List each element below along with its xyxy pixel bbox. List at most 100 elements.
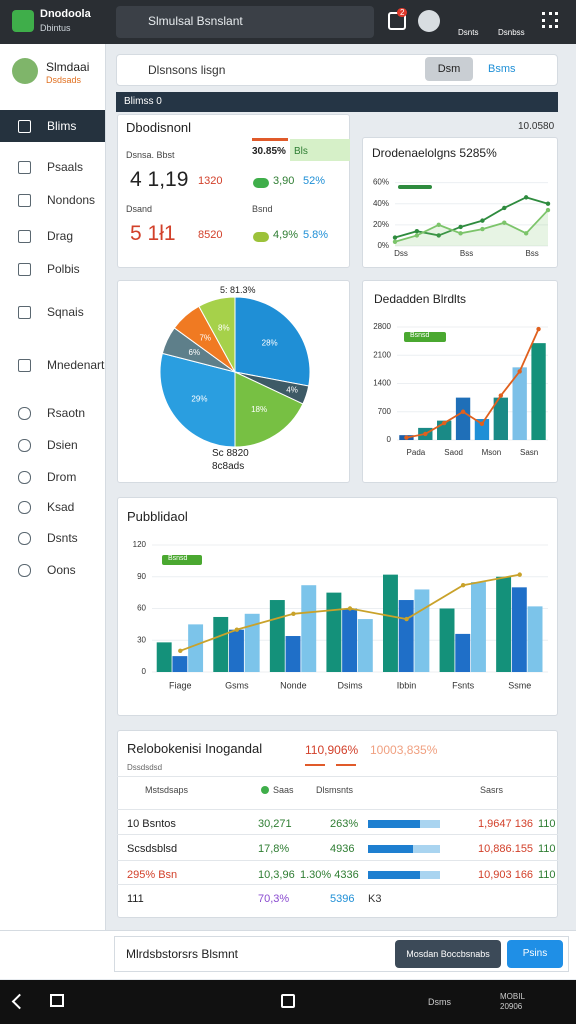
progress-bar bbox=[368, 845, 413, 853]
column-header[interactable]: Sasrs bbox=[480, 785, 504, 795]
nav-icon bbox=[18, 230, 31, 243]
nav-item[interactable]: Psaals bbox=[47, 160, 84, 174]
nav-icon bbox=[18, 306, 31, 319]
row-v1: 17,8% bbox=[258, 843, 290, 855]
progress-bar bbox=[368, 871, 420, 879]
row-v4: 110 bbox=[538, 869, 556, 881]
kpi-sub: Bsnd bbox=[252, 204, 273, 214]
row-name: 10 Bsntos bbox=[127, 818, 176, 830]
search-link[interactable]: Bsms bbox=[488, 63, 516, 75]
nav-item[interactable]: Mnedenart bbox=[47, 358, 105, 372]
legend-text: Bsnsd bbox=[168, 555, 188, 562]
kpi-value: 4 1,19 bbox=[130, 168, 189, 191]
nav-item[interactable]: Rsaotn bbox=[47, 406, 86, 420]
nav-item[interactable]: Oons bbox=[47, 563, 76, 577]
row-line bbox=[117, 776, 558, 777]
nav-icon bbox=[18, 501, 31, 514]
app-sub: Dbintus bbox=[40, 23, 71, 33]
kpi-pct: 52% bbox=[303, 175, 326, 187]
row-v1: 30,271 bbox=[258, 818, 292, 830]
card bbox=[117, 497, 558, 716]
nav-home[interactable] bbox=[50, 994, 64, 1007]
pie-footer: Sc 8820 bbox=[212, 448, 249, 459]
kpi-value: 5 1ł1 bbox=[130, 222, 176, 245]
pie-footer: 8c8ads bbox=[212, 461, 245, 472]
stat-underline bbox=[305, 764, 325, 766]
pin-icon bbox=[261, 786, 269, 794]
row-line bbox=[117, 860, 558, 861]
nav-item[interactable]: Sqnais bbox=[47, 305, 84, 319]
search-text: Slmulsal Bsnslant bbox=[148, 14, 243, 28]
table-title: Relobokenisi Inogandal bbox=[127, 741, 263, 756]
row-name: Scsdsblsd bbox=[127, 843, 178, 855]
section-date: 10.0580 bbox=[518, 121, 555, 132]
nav-bar bbox=[0, 980, 576, 1024]
nav-icon bbox=[18, 564, 31, 577]
search-bar[interactable] bbox=[116, 54, 558, 86]
nav-item[interactable]: Nondons bbox=[47, 193, 96, 207]
row-v2: 263% bbox=[330, 818, 359, 830]
profile-avatar bbox=[12, 58, 38, 84]
nav-icon bbox=[18, 120, 31, 133]
kpi-pill bbox=[253, 178, 269, 188]
nav-icon bbox=[18, 407, 31, 420]
table-stat: 110,906% bbox=[305, 743, 359, 757]
badge: 2 bbox=[397, 8, 408, 17]
column-header[interactable]: Dlsmsnts bbox=[316, 785, 354, 795]
nav-item[interactable]: Dsien bbox=[47, 438, 78, 452]
nav-icon bbox=[18, 471, 31, 484]
active-item bbox=[0, 110, 105, 142]
tag-box bbox=[290, 139, 350, 161]
kpi-label: Dsnsa. Bbst bbox=[126, 150, 175, 160]
tag: 30.85% bbox=[252, 146, 286, 157]
bar-title: Dedadden Blrdlts bbox=[374, 292, 467, 306]
tag-line bbox=[252, 138, 288, 141]
footer-button[interactable]: Psins bbox=[507, 940, 563, 968]
top-link[interactable]: Dsnts bbox=[458, 28, 479, 37]
nav-item[interactable]: Dsnts bbox=[47, 531, 78, 545]
nav-item[interactable]: Blims bbox=[47, 119, 77, 133]
table-stat: 10003,835% bbox=[370, 743, 438, 757]
kpi-pill-text: 3,90 bbox=[273, 175, 295, 187]
search-box[interactable] bbox=[116, 6, 374, 38]
nav-item[interactable]: Drag bbox=[47, 229, 74, 243]
row-name: 111 bbox=[127, 893, 144, 905]
nav-item[interactable]: Ksad bbox=[47, 500, 75, 514]
card bbox=[362, 280, 558, 483]
table-sub: Dssdsdsd bbox=[127, 763, 163, 772]
logo bbox=[12, 10, 34, 32]
row-v1: 10,3,96 bbox=[258, 869, 295, 881]
row-v3: 10,886.155 bbox=[478, 843, 534, 855]
search-button[interactable]: Dsm bbox=[425, 57, 473, 81]
row-v2: 1.30% 4336 bbox=[300, 869, 359, 881]
kpi-delta: 1320 bbox=[198, 175, 223, 187]
section-header bbox=[116, 92, 558, 112]
legend-text: Bsnsd bbox=[410, 332, 430, 339]
nav-recent[interactable] bbox=[281, 994, 295, 1008]
nav-icon bbox=[18, 161, 31, 174]
progress-bar bbox=[368, 820, 420, 828]
footer-button[interactable]: Mosdan Boccbsnabs bbox=[395, 940, 501, 968]
kpi-label: Dsand bbox=[126, 204, 153, 214]
menu-icon[interactable] bbox=[542, 12, 558, 28]
profile-role: Dsdsads bbox=[46, 75, 82, 85]
kpi-pill bbox=[253, 232, 269, 242]
nav-right: MOBIL bbox=[500, 992, 525, 1001]
line-title: Drodenaelolgns 5285% bbox=[372, 146, 497, 160]
row-v2: 5396 bbox=[330, 893, 355, 905]
stat-underline bbox=[336, 764, 356, 766]
column-header[interactable]: Saas bbox=[273, 785, 294, 795]
nav-item[interactable]: Polbis bbox=[47, 262, 80, 276]
row-name: 295% Bsn bbox=[127, 869, 178, 881]
avatar[interactable] bbox=[418, 10, 440, 32]
profile-name: Slmdaai bbox=[46, 60, 90, 74]
row-v2: 4936 bbox=[330, 843, 355, 855]
column-header[interactable]: Mstsdsaps bbox=[145, 785, 189, 795]
nav-item[interactable]: Drom bbox=[47, 470, 77, 484]
nav-label: Dsms bbox=[428, 997, 451, 1007]
nav-icon bbox=[18, 439, 31, 452]
nav-icon bbox=[18, 359, 31, 372]
kpi-delta: 8520 bbox=[198, 229, 223, 241]
top-link[interactable]: Dsnbss bbox=[498, 28, 525, 37]
nav-right: 20906 bbox=[500, 1002, 523, 1011]
